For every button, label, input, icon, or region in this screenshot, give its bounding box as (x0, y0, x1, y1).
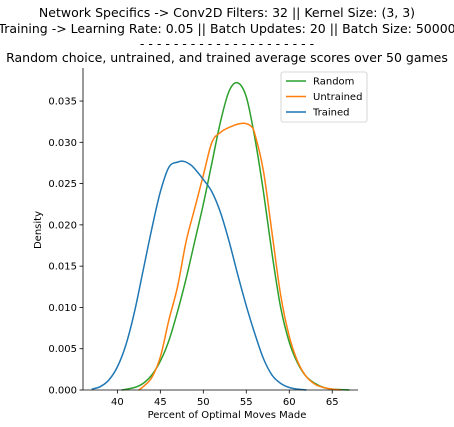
series-layer (91, 81, 350, 391)
chart-title: Network Specifics -> Conv2D Filters: 32 … (0, 5, 454, 65)
y-tick-label: 0.015 (48, 262, 77, 273)
y-tick-label: 0.000 (48, 386, 77, 397)
x-tick-label: 60 (283, 397, 296, 408)
x-tick-label: 50 (197, 397, 210, 408)
y-tick-label: 0.020 (48, 220, 77, 231)
legend-label-untrained: Untrained (313, 92, 362, 103)
series-line-untrained (138, 122, 341, 391)
axes-layer: 40 45 50 55 60 65 0.000 0.005 0.010 0.015 0.020 0.0… (48, 68, 358, 408)
title-line-3: - - - - - - - - - - - - - - - - - - - - … (140, 36, 314, 51)
y-tick-label: 0.035 (48, 97, 77, 108)
y-tick-label: 0.030 (48, 138, 77, 149)
title-line-1: Network Specifics -> Conv2D Filters: 32 … (39, 5, 415, 20)
x-tick-label: 65 (326, 397, 339, 408)
y-axis-label: Density (33, 211, 44, 249)
y-tick-label: 0.005 (48, 344, 77, 355)
x-axis-label: Percent of Optimal Moves Made (148, 410, 307, 421)
title-line-4: Random choice, untrained, and trained av… (6, 50, 448, 65)
legend: Random Untrained Trained (280, 71, 368, 123)
x-tick-label: 45 (154, 397, 167, 408)
title-line-2: Training -> Learning Rate: 0.05 || Batch… (0, 21, 454, 36)
x-tick-label: 55 (240, 397, 253, 408)
series-line-trained (91, 160, 307, 391)
y-tick-label: 0.010 (48, 303, 77, 314)
y-tick-label: 0.025 (48, 179, 77, 190)
legend-frame (280, 71, 368, 123)
series-line-random (121, 81, 350, 391)
x-tick-label: 40 (111, 397, 124, 408)
legend-label-random: Random (313, 77, 354, 88)
legend-label-trained: Trained (312, 108, 350, 119)
